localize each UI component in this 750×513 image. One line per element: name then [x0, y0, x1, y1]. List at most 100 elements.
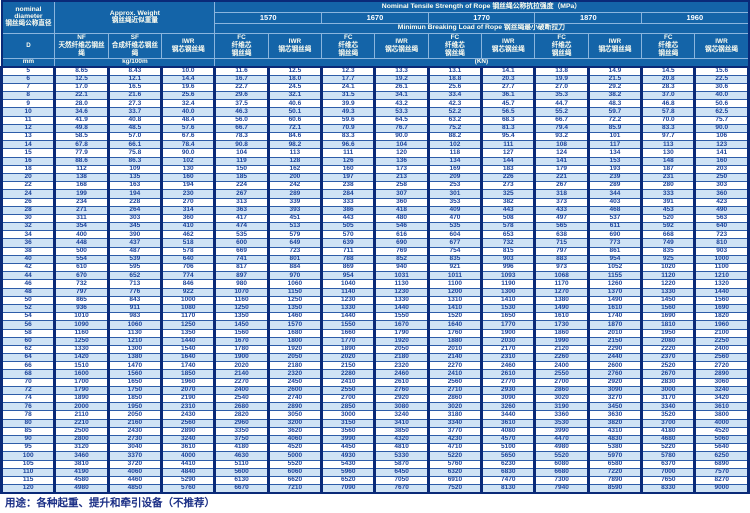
cell: 3520	[640, 410, 697, 420]
cell: 64.5	[373, 116, 430, 125]
cell: 52.2	[426, 107, 484, 117]
cell: 160	[160, 173, 217, 183]
cell: 105	[0, 460, 57, 469]
cell: 570	[320, 230, 377, 240]
cell: 1550	[373, 312, 430, 322]
cell: 1950	[640, 329, 697, 338]
cell: 67.8	[53, 140, 110, 150]
cell: 238	[320, 181, 377, 191]
table-header: nominal diameter 钢丝绳公称直径 Approx. Weight …	[0, 0, 749, 68]
cell: 48.3	[586, 99, 644, 109]
cell: 2760	[586, 369, 644, 379]
cell: 3560	[320, 427, 377, 436]
cell: 1730	[533, 320, 590, 330]
cell: 1790	[373, 329, 430, 338]
cell: 203	[693, 165, 750, 174]
cell: 75.8	[106, 148, 164, 158]
cell: 4980	[53, 484, 110, 494]
cell: 53.3	[373, 107, 430, 117]
cell: 1120	[640, 271, 697, 281]
table-row: 14 67.8 66.1 78.4 90.8 98.2 96.6 104 102 111 108 11…	[0, 140, 750, 150]
cell: 56.5	[480, 107, 537, 117]
cell: 119	[213, 157, 270, 166]
cell: 535	[213, 230, 270, 240]
cell: 3450	[586, 402, 644, 412]
cell: 42.3	[426, 99, 484, 109]
cell: 723	[693, 230, 750, 240]
usage-note: 用途：各种起重、提升和牵引设备（不推荐）	[0, 494, 750, 513]
cell: 1300	[480, 288, 537, 297]
cell: 869	[320, 263, 377, 273]
table-row: 26 234 228 270 313 339 333 360 353 382 373 403 391 42…	[0, 198, 750, 207]
cell: 273	[480, 181, 537, 191]
cell: 4000	[160, 451, 217, 461]
header-fc-1570: FC 纤维芯 钢丝绳	[214, 33, 269, 59]
cell: 46.3	[213, 107, 270, 117]
cell: 2170	[480, 345, 537, 355]
cell: 28	[0, 206, 57, 215]
cell: 4580	[53, 476, 110, 486]
cell: 62.5	[693, 107, 750, 117]
cell: 231	[640, 173, 697, 183]
cell: 1031	[373, 271, 430, 281]
cell: 1760	[426, 329, 484, 338]
cell: 390	[106, 230, 164, 240]
cell: 3410	[373, 419, 430, 428]
cell: 1170	[160, 312, 217, 322]
cell: 451	[266, 214, 324, 224]
header-iwr-1870: IWR 钢芯钢丝绳	[587, 33, 643, 59]
cell: 14.4	[160, 75, 217, 84]
cell: 19.2	[373, 75, 430, 84]
cell: 443	[480, 206, 537, 215]
cell: 59.7	[586, 107, 644, 117]
cell: 18.8	[426, 75, 484, 84]
cell: 403	[586, 198, 644, 207]
cell: 1650	[106, 378, 164, 387]
cell: 40.6	[266, 99, 324, 109]
cell: 2080	[640, 337, 697, 346]
wire-rope-spec-table: nominal diameter 钢丝绳公称直径 Approx. Weight …	[0, 0, 750, 495]
cell: 4470	[533, 435, 590, 445]
cell: 1210	[693, 271, 750, 281]
cell: 3610	[160, 443, 217, 453]
cell: 616	[373, 230, 430, 240]
nominal-diameter-zh: 钢丝绳公称直径	[5, 20, 52, 27]
cell: 88.2	[426, 132, 484, 142]
cell: 57.0	[106, 132, 164, 142]
nf-abbr: NF	[77, 34, 86, 41]
cell: 79.4	[533, 124, 590, 134]
cell: 7940	[533, 484, 590, 494]
cell: 911	[106, 304, 164, 314]
cell: 417	[213, 214, 270, 224]
cell: 554	[53, 255, 110, 265]
cell: 8.43	[106, 66, 164, 76]
table-row: 10 34.6 33.7 40.0 46.3 50.1 49.3 53.3 52.2 56.5 55…	[0, 107, 750, 117]
cell: 93.2	[533, 132, 590, 142]
cell: 954	[320, 271, 377, 281]
cell: 112	[53, 165, 110, 174]
cell: 70.9	[320, 124, 377, 134]
cell: 677	[426, 238, 484, 248]
cell: 3260	[480, 402, 537, 412]
iwr-weight-abbr: IWR	[181, 37, 195, 45]
cell: 2020	[320, 353, 377, 363]
cell: 835	[426, 255, 484, 265]
cell: 144	[480, 157, 537, 166]
cell: 640	[160, 255, 217, 265]
cell: 66.7	[533, 116, 590, 125]
header-iwr-1770: IWR 钢芯钢丝绳	[481, 33, 536, 59]
cell: 861	[586, 247, 644, 256]
cell: 83.3	[320, 132, 377, 142]
cell: 234	[53, 198, 110, 207]
cell: 2520	[640, 361, 697, 371]
header-strength-1960: 1960	[641, 12, 749, 24]
table-row: 5 8.65 8.43 10.0 11.6 12.5 12.3 13.3 13.1 14.1 13.…	[0, 66, 750, 76]
cell: 2150	[586, 337, 644, 346]
cell: 85	[0, 427, 57, 436]
cell: 1160	[213, 296, 270, 305]
cell: 115	[0, 476, 57, 486]
header-iwr-1570: IWR 钢芯钢丝绳	[267, 33, 323, 59]
cell: 754	[426, 247, 484, 256]
cell: 922	[160, 288, 217, 297]
cell: 2290	[586, 345, 644, 355]
